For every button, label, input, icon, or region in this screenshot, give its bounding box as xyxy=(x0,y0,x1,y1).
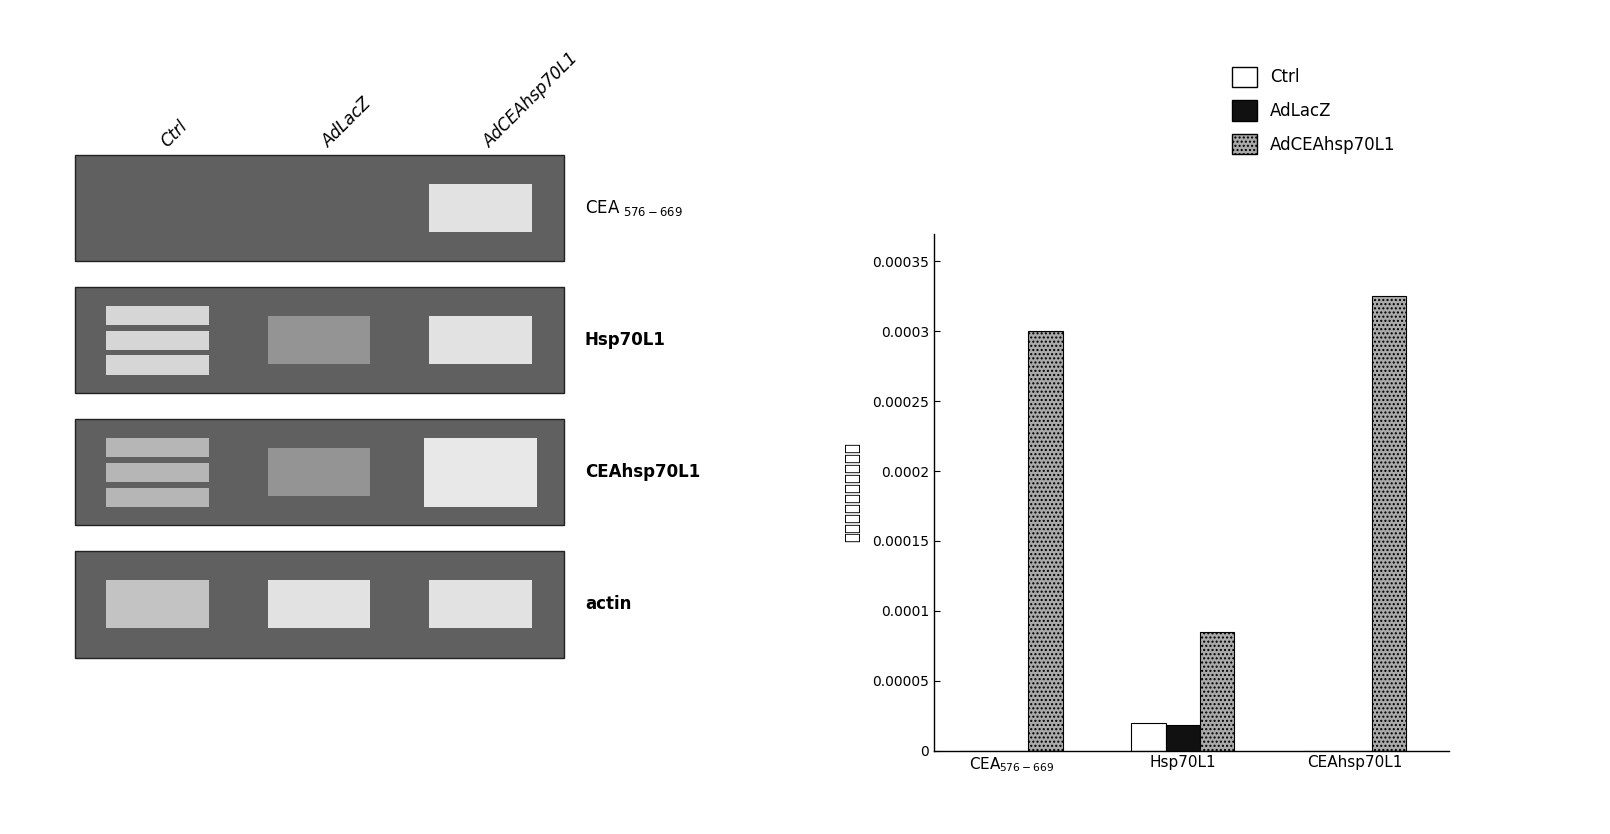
Bar xyxy=(267,580,370,628)
Text: Ctrl: Ctrl xyxy=(158,118,192,151)
Bar xyxy=(1132,722,1166,751)
Text: actin: actin xyxy=(584,595,631,613)
Bar xyxy=(106,488,209,507)
Bar xyxy=(267,316,370,364)
Text: CEAhsp70L1: CEAhsp70L1 xyxy=(584,463,700,481)
Bar xyxy=(106,463,209,482)
Bar xyxy=(1029,331,1063,751)
Bar xyxy=(106,438,209,457)
Legend: Ctrl, AdLacZ, AdCEAhsp70L1: Ctrl, AdLacZ, AdCEAhsp70L1 xyxy=(1232,67,1396,154)
Text: AdCEAhsp70L1: AdCEAhsp70L1 xyxy=(480,49,583,151)
Bar xyxy=(106,305,209,324)
Bar xyxy=(1166,726,1199,751)
Bar xyxy=(106,330,209,349)
Bar xyxy=(106,580,209,628)
Bar xyxy=(1372,296,1406,751)
Bar xyxy=(430,184,531,232)
Bar xyxy=(74,419,564,525)
Bar xyxy=(106,355,209,374)
Text: AdLacZ: AdLacZ xyxy=(319,94,375,151)
Text: CEA $_{576-669}$: CEA $_{576-669}$ xyxy=(584,198,683,218)
Bar xyxy=(74,155,564,261)
Y-axis label: 与肌动蛋白相比的倍数: 与肌动蛋白相比的倍数 xyxy=(842,442,861,542)
Bar xyxy=(430,316,531,364)
Text: Hsp70L1: Hsp70L1 xyxy=(584,331,665,349)
Bar xyxy=(74,551,564,657)
Bar xyxy=(1199,632,1235,751)
Bar xyxy=(430,580,531,628)
Bar xyxy=(74,287,564,394)
Bar xyxy=(267,448,370,496)
Bar xyxy=(423,438,536,507)
